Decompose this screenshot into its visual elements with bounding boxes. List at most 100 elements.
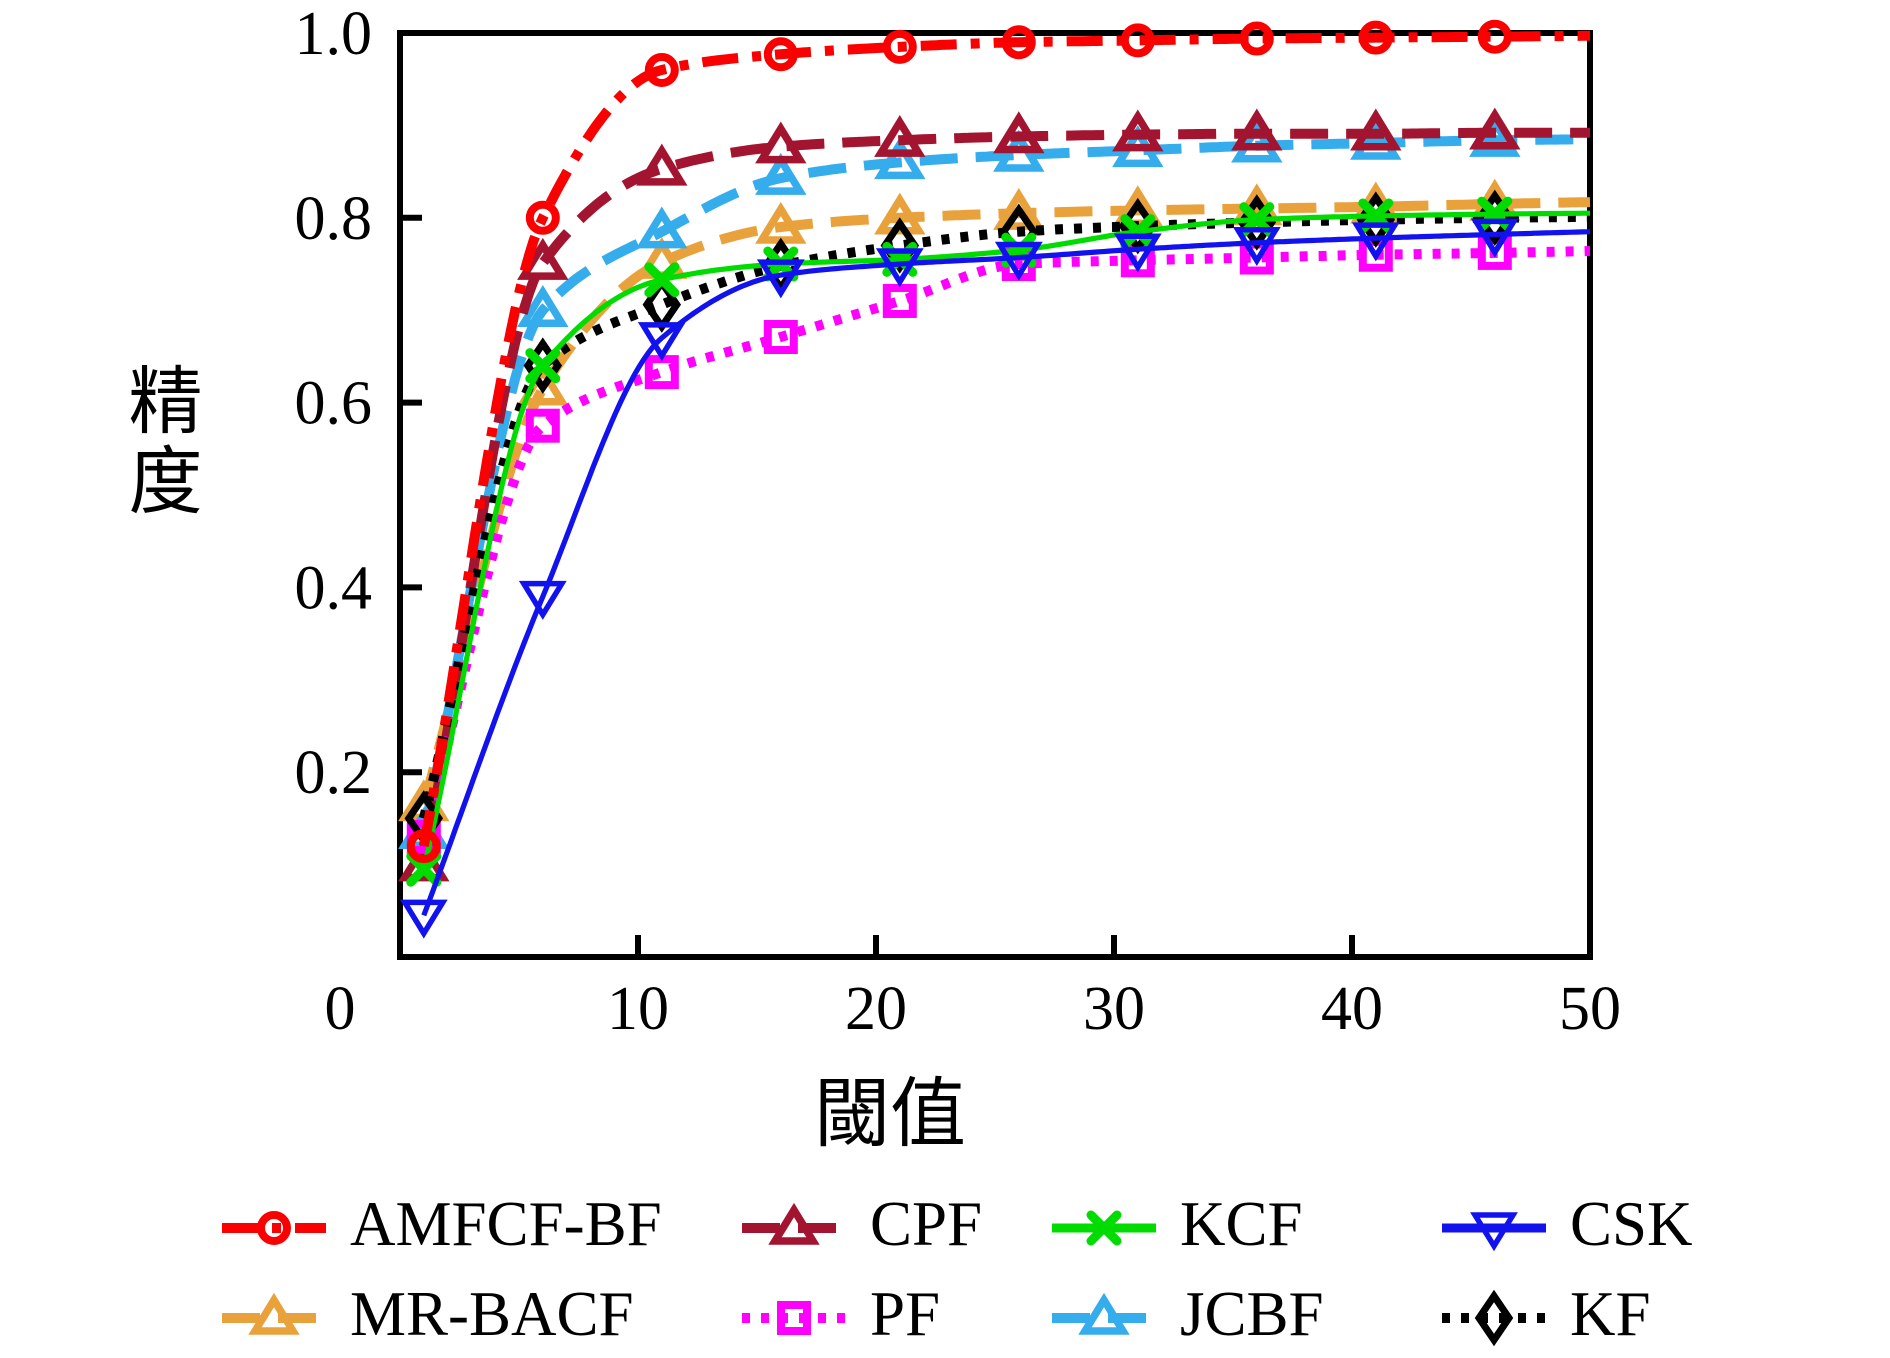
legend-sample-circle-icon: [222, 1211, 326, 1245]
series-CPF: [398, 107, 1590, 882]
series-line: [418, 134, 1590, 834]
triangle-up-marker: [1350, 108, 1402, 151]
triangle-up-marker: [1350, 117, 1402, 160]
axes: [397, 30, 1593, 960]
legend-label: CPF: [870, 1188, 983, 1259]
triangle-up-marker: [768, 1202, 820, 1245]
circle-marker: [1120, 23, 1155, 58]
triangle-up-marker: [517, 285, 569, 327]
triangle-down-marker: [518, 580, 567, 620]
square-marker: [777, 1301, 811, 1335]
triangle-up-marker: [755, 121, 807, 164]
triangle-down-marker: [637, 322, 686, 362]
x-tick-label: 20: [845, 975, 907, 1043]
circle-marker: [1358, 20, 1393, 55]
circle-marker: [882, 29, 917, 64]
circle-marker: [1477, 19, 1512, 54]
legend-sample-square-icon: [742, 1301, 846, 1335]
triangle-down-marker: [399, 899, 448, 939]
legend-label: KF: [1570, 1278, 1651, 1349]
square-marker: [644, 355, 679, 390]
series-KCF: [406, 196, 1590, 887]
series-line: [418, 30, 1590, 848]
series-curves: [398, 19, 1591, 939]
triangle-up-marker: [1469, 107, 1521, 150]
legend-label: PF: [870, 1278, 941, 1349]
triangle-up-marker: [874, 137, 926, 180]
triangle-up-marker: [248, 1292, 300, 1335]
legend-sample-triangle-up-icon: [742, 1202, 846, 1245]
y-tick-label: 0.2: [295, 739, 373, 807]
triangle-down-marker: [875, 248, 924, 288]
legend-sample-triangle-up-icon: [222, 1292, 326, 1335]
legend-label: KCF: [1180, 1188, 1303, 1259]
legend-item-mr-bacf: MR-BACF: [218, 1278, 634, 1358]
tick-labels: 0 10 20 30 40 50 0.2 0.4 0.6 0.8 1.0: [295, 0, 1622, 1043]
legend-sample-x-icon: [1052, 1210, 1156, 1246]
square-marker: [525, 408, 560, 443]
diamond-marker: [1474, 1289, 1514, 1347]
triangle-down-marker: [1232, 226, 1281, 267]
diamond-marker: [880, 217, 920, 274]
triangle-up-marker: [993, 111, 1045, 154]
circle-marker: [257, 1211, 291, 1245]
x-tick-label: 10: [607, 975, 669, 1043]
series-JCBF: [398, 115, 1590, 850]
x-marker: [1120, 214, 1156, 250]
series-line: [418, 127, 1590, 866]
triangle-down-marker: [1470, 1212, 1518, 1252]
series-CSK: [399, 218, 1591, 939]
x-tick-label: 30: [1083, 975, 1145, 1043]
triangle-down-marker: [1470, 218, 1519, 258]
triangle-down-marker: [1351, 222, 1400, 262]
legend-sample-triangle-down-icon: [1442, 1212, 1546, 1252]
triangle-up-marker: [993, 188, 1045, 230]
triangle-up-marker: [1112, 109, 1164, 152]
series-line: [421, 210, 1590, 870]
y-tick-label: 0.6: [295, 370, 373, 438]
legend-item-csk: CSK: [1438, 1188, 1693, 1268]
legend-sample-triangle-up-icon: [1052, 1292, 1156, 1335]
triangle-up-marker: [1078, 1292, 1130, 1335]
circle-marker: [1239, 21, 1274, 56]
x-tick-label: 50: [1559, 975, 1621, 1043]
legend-sample-diamond-icon: [1442, 1289, 1546, 1347]
x-marker: [525, 348, 561, 384]
x-tick-label: 40: [1321, 975, 1383, 1043]
triangle-up-marker: [1231, 108, 1283, 151]
square-marker: [763, 319, 798, 354]
triangle-up-marker: [755, 152, 807, 195]
y-tick-label: 0.8: [295, 185, 373, 253]
legend-item-kcf: KCF: [1048, 1188, 1303, 1268]
legend-item-cpf: CPF: [738, 1188, 982, 1268]
x-marker: [1086, 1210, 1122, 1246]
legend-label: MR-BACF: [350, 1278, 634, 1349]
legend-item-jcbf: JCBF: [1048, 1278, 1324, 1358]
legend-item-amfcf-bf: AMFCF-BF: [218, 1188, 662, 1268]
circle-marker: [525, 200, 560, 235]
circle-marker: [763, 37, 798, 72]
legend-label: JCBF: [1180, 1278, 1324, 1349]
series-line: [418, 197, 1591, 806]
series-line: [418, 211, 1590, 820]
series-line: [421, 229, 1591, 917]
circle-marker: [406, 829, 441, 864]
circle-marker: [644, 52, 679, 87]
x-marker: [644, 262, 680, 298]
triangle-up-marker: [636, 143, 688, 186]
series-KF: [404, 189, 1590, 847]
legend-label: CSK: [1570, 1188, 1693, 1259]
circle-marker: [1001, 25, 1036, 60]
series-AMFCF-BF: [406, 19, 1590, 864]
square-marker: [882, 283, 917, 318]
triangle-down-marker: [1113, 233, 1162, 273]
y-tick-label: 0.4: [295, 554, 373, 622]
triangle-up-marker: [636, 206, 688, 249]
legend-item-pf: PF: [738, 1278, 940, 1358]
x-tick-label: 0: [325, 975, 356, 1043]
triangle-up-marker: [874, 115, 926, 157]
y-axis-label: 精度: [117, 362, 199, 522]
series-line: [418, 246, 1590, 839]
